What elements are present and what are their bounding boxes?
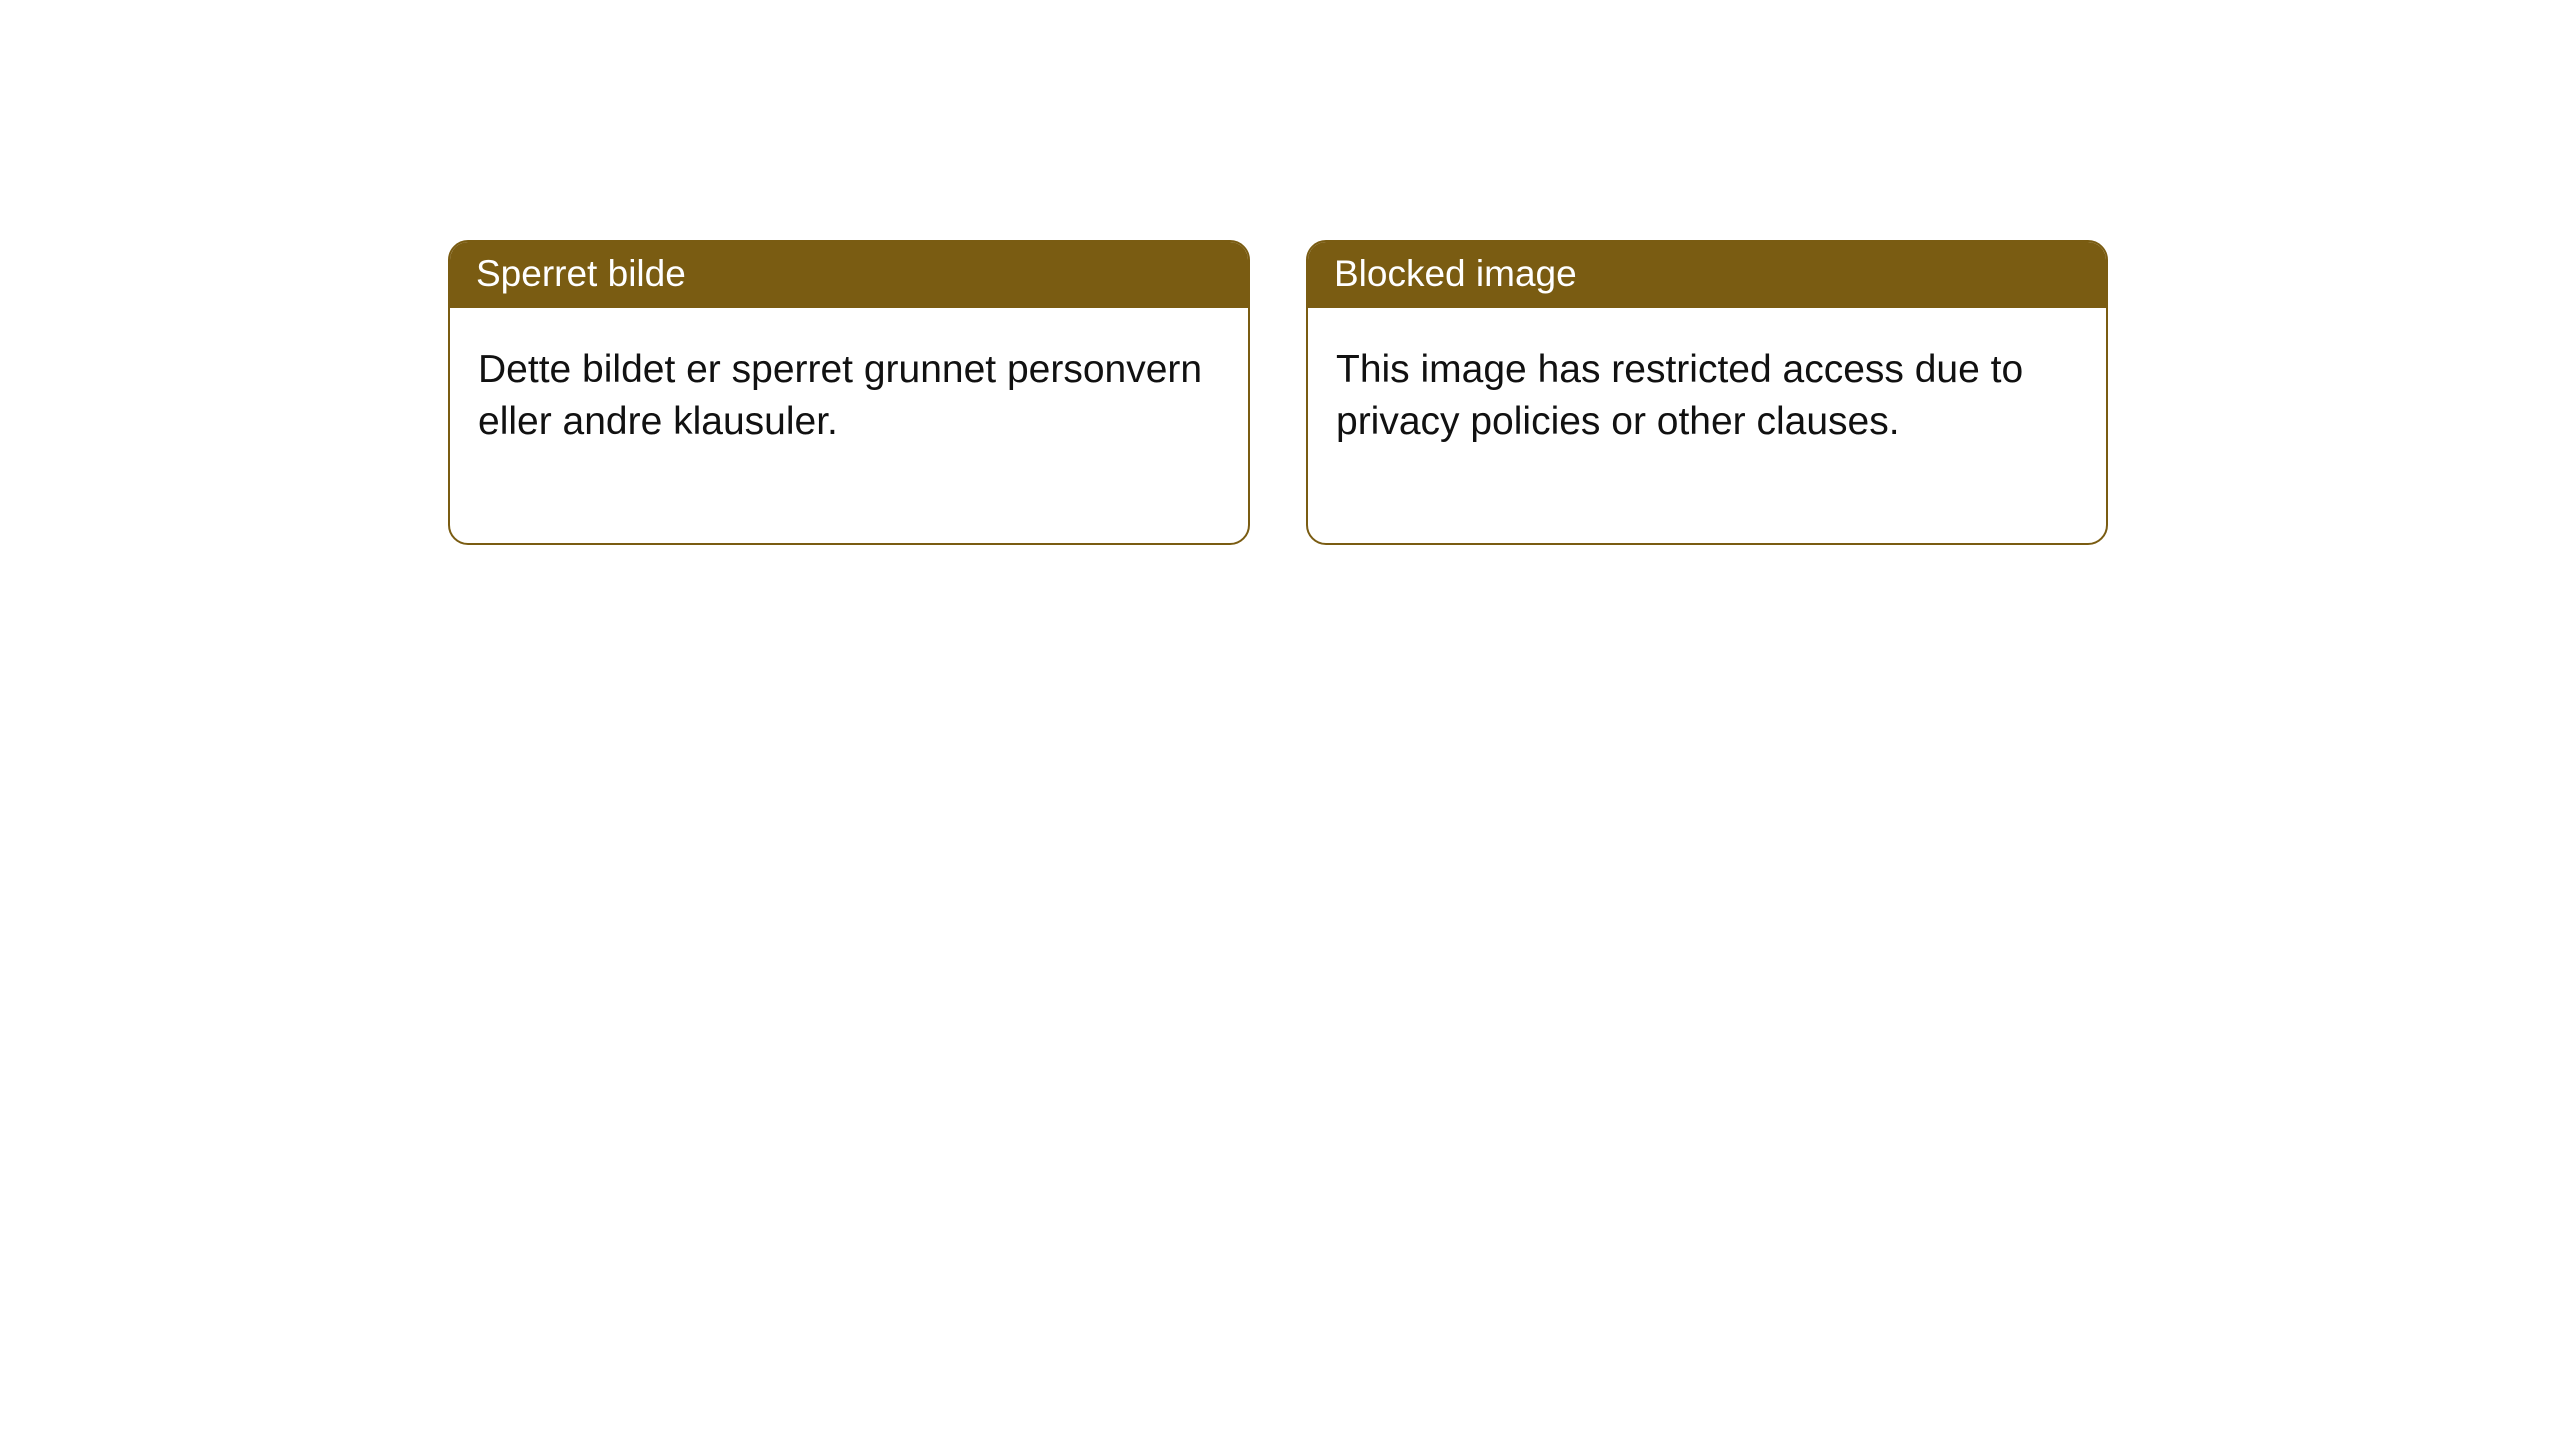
notice-card-english: Blocked image This image has restricted … xyxy=(1306,240,2108,545)
notice-card-norwegian: Sperret bilde Dette bildet er sperret gr… xyxy=(448,240,1250,545)
notice-title: Sperret bilde xyxy=(450,242,1248,308)
notice-body: This image has restricted access due to … xyxy=(1308,308,2106,543)
notice-title: Blocked image xyxy=(1308,242,2106,308)
notice-body: Dette bildet er sperret grunnet personve… xyxy=(450,308,1248,543)
notice-container: Sperret bilde Dette bildet er sperret gr… xyxy=(0,0,2560,545)
